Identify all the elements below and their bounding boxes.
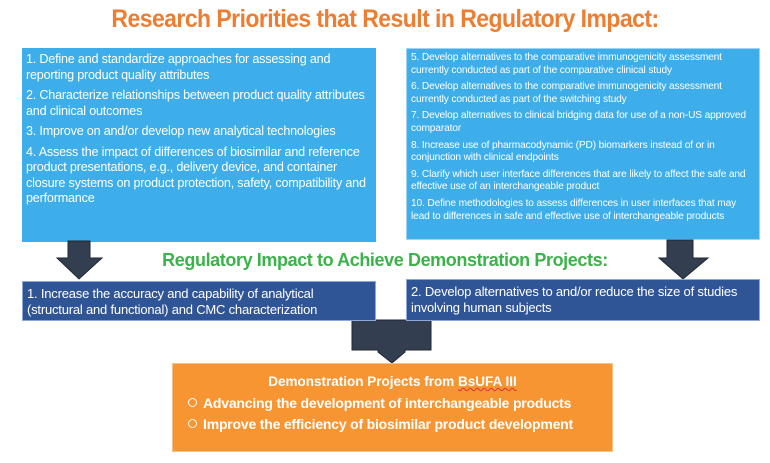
demonstration-item: Improve the efficiency of biosimilar pro… (173, 416, 612, 432)
priority-item: 10. Define methodologies to assess diffe… (411, 197, 737, 222)
hollow-circle-bullet-icon (188, 419, 197, 428)
priority-item: 8. Increase use of pharmacodynamic (PD) … (411, 139, 715, 164)
section-subtitle: Regulatory Impact to Achieve Demonstrati… (162, 250, 608, 270)
right-down-arrow-icon (657, 239, 710, 280)
page-title: Research Priorities that Result in Regul… (111, 5, 659, 33)
heading-text: Demonstration Projects from (268, 374, 459, 389)
priority-item: 2. Characterize relationships between pr… (26, 88, 365, 118)
demonstration-projects-box: Demonstration Projects from BsUFA III Ad… (172, 363, 613, 452)
regulatory-impact-box-2: 2. Develop alternatives to and/or reduce… (406, 279, 760, 321)
demonstration-heading: Demonstration Projects from BsUFA III (173, 374, 612, 389)
priority-item: 7. Develop alternatives to clinical brid… (411, 110, 746, 134)
heading-term: BsUFA III (458, 374, 517, 389)
research-priorities-left-box: 1. Define and standardize approaches for… (22, 48, 376, 242)
hollow-circle-bullet-icon (188, 398, 197, 407)
priority-item: 9. Clarify which user interface differen… (411, 168, 746, 193)
priority-item: 4. Assess the impact of differences of b… (26, 144, 366, 206)
center-down-arrow-icon (351, 319, 432, 364)
regulatory-impact-box-1: 1. Increase the accuracy and capability … (22, 281, 376, 321)
demonstration-item: Advancing the development of interchange… (173, 395, 612, 411)
priority-item: 5. Develop alternatives to the comparati… (411, 52, 722, 76)
priority-item: 6. Develop alternatives to the comparati… (411, 81, 722, 105)
research-priorities-right-box: 5. Develop alternatives to the comparati… (406, 48, 760, 240)
item-text: Improve the efficiency of biosimilar pro… (203, 416, 573, 432)
item-text: Advancing the development of interchange… (203, 395, 572, 411)
priority-item: 3. Improve on and/or develop new analyti… (26, 124, 336, 138)
left-down-arrow-icon (55, 240, 104, 280)
priority-item: 1. Define and standardize approaches for… (26, 52, 331, 82)
